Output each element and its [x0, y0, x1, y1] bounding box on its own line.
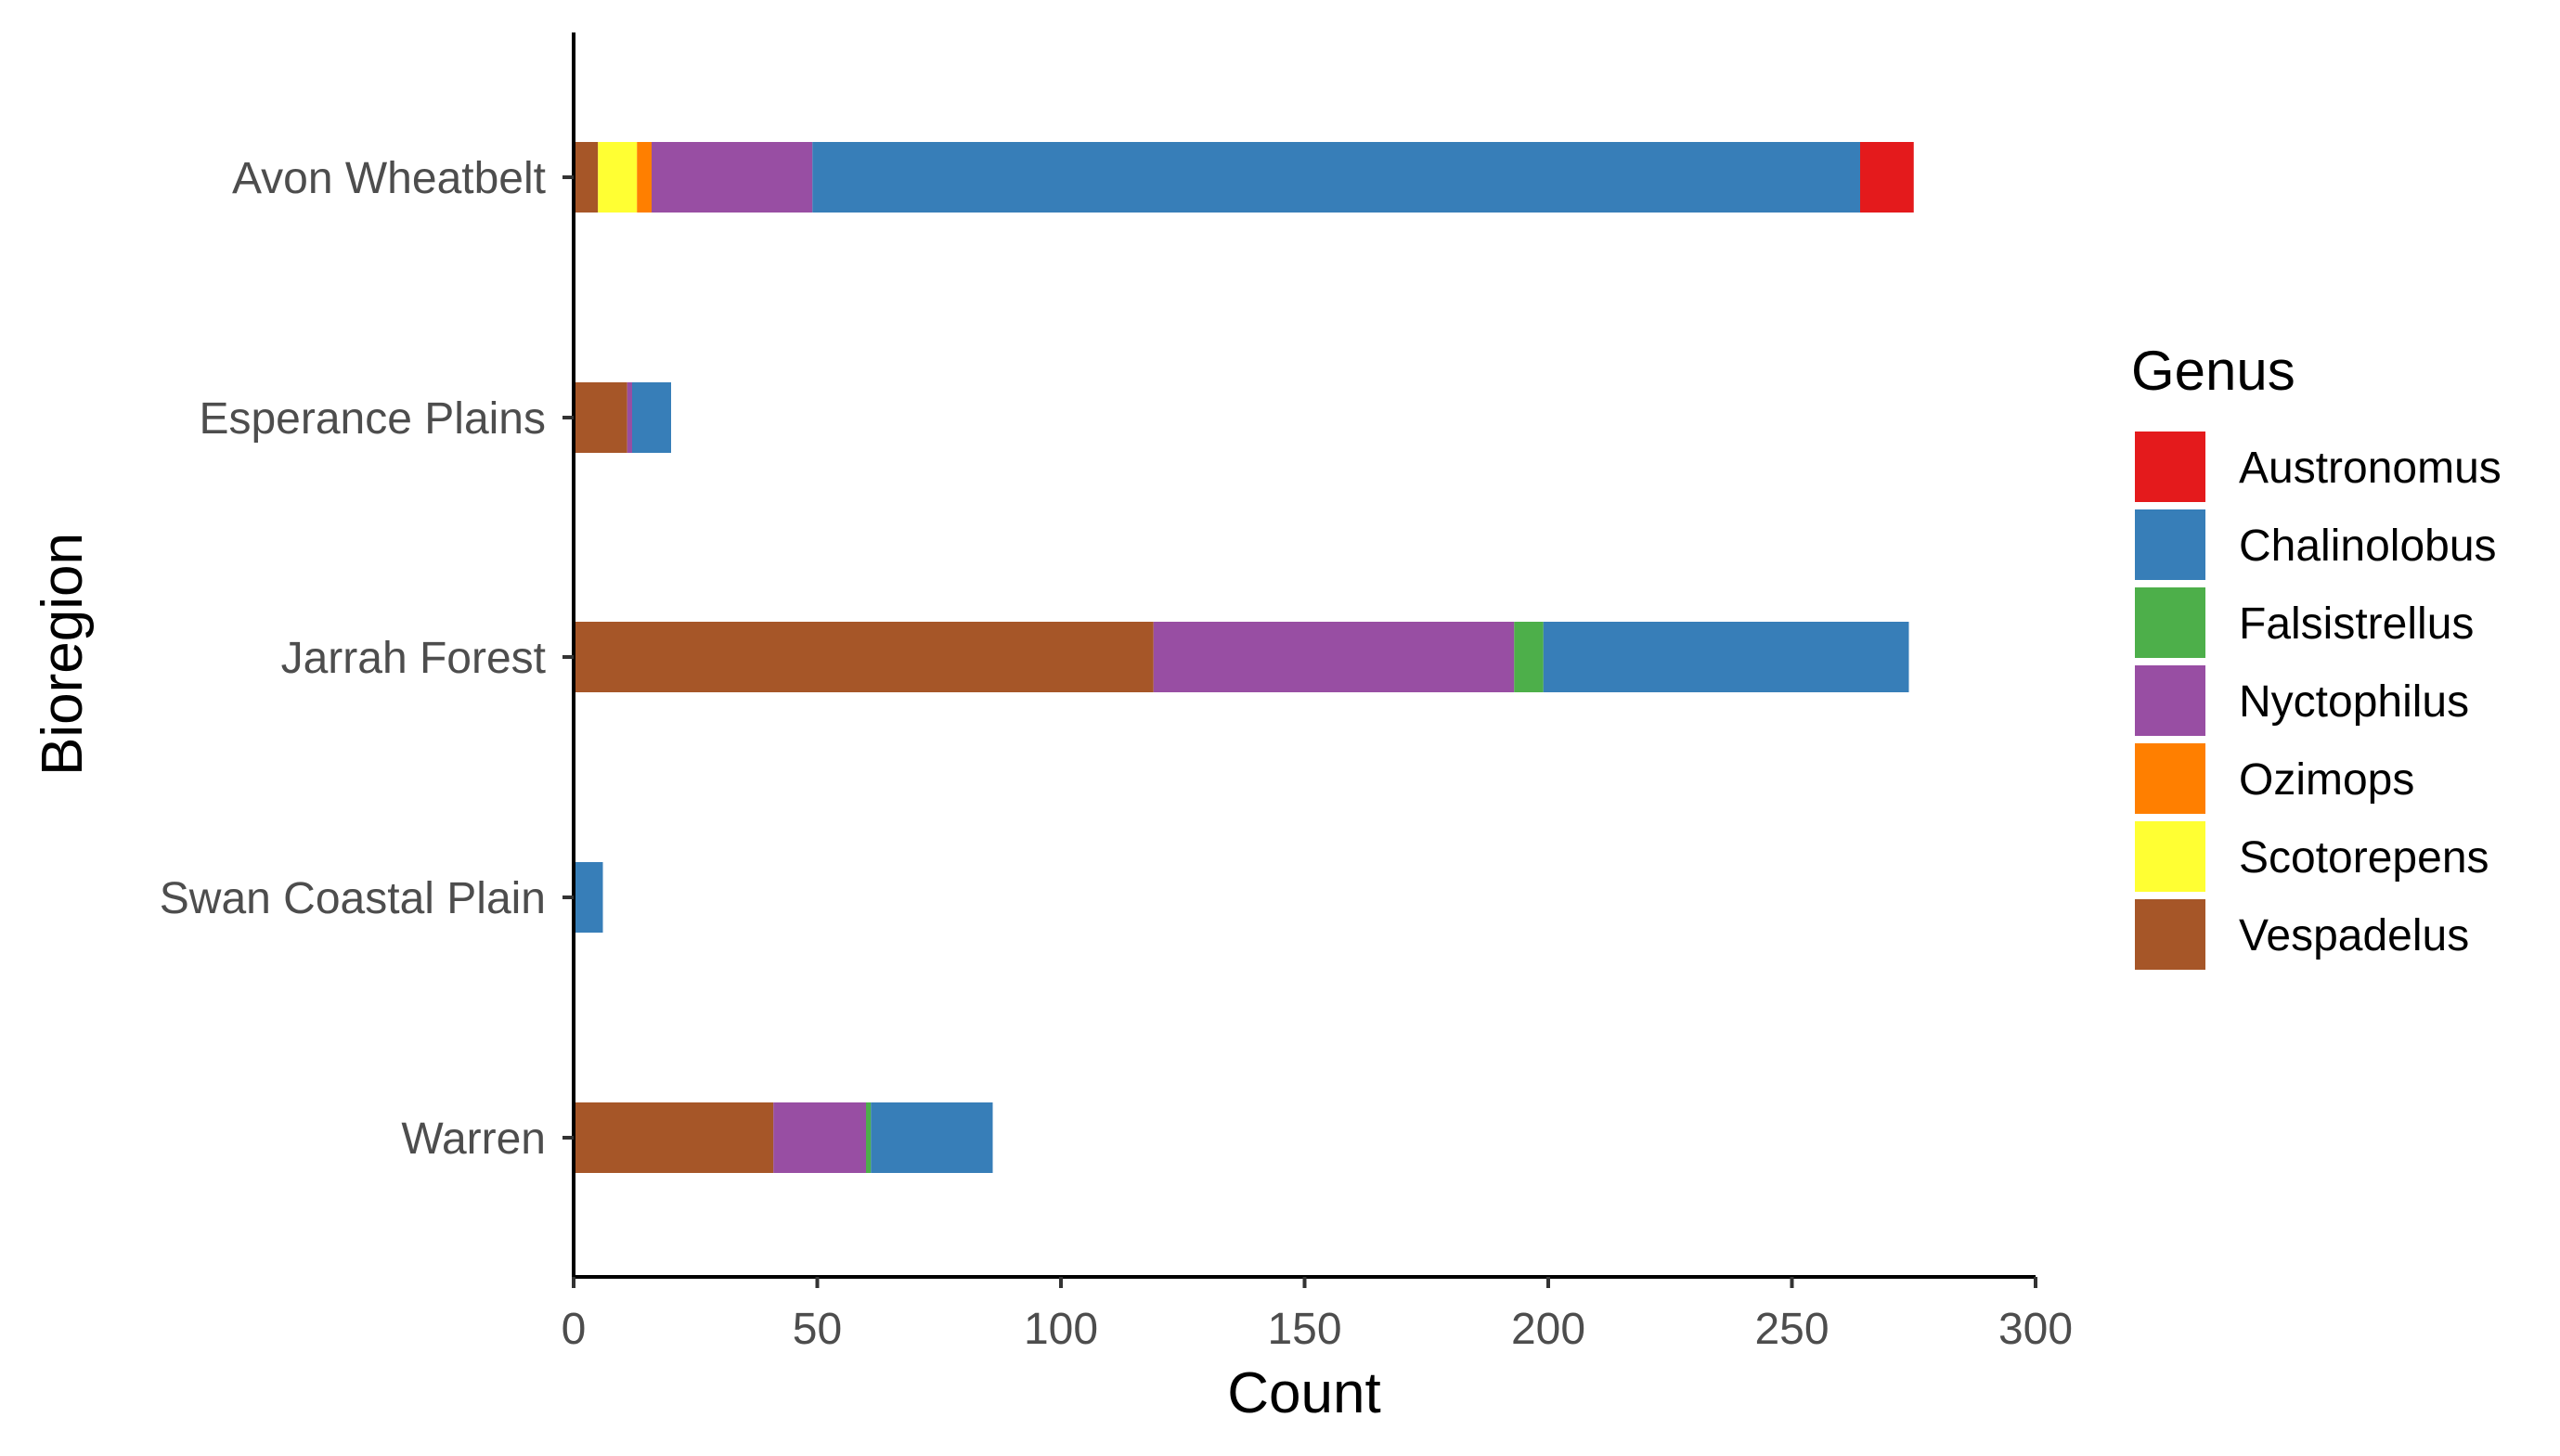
bar-segment-chalinolobus-esperance-plains: [632, 382, 671, 453]
bar-segment-austronomus-avon-wheatbelt: [1860, 142, 1914, 213]
legend-label-nyctophilus: Nyctophilus: [2239, 677, 2469, 727]
x-axis-title: Count: [1227, 1361, 1380, 1425]
legend-label-scotorepens: Scotorepens: [2239, 833, 2489, 883]
x-axis-ticks: 0 50 100 150 200 250 300: [562, 1277, 2073, 1354]
y-tick-label: Avon Wheatbelt: [232, 154, 546, 203]
legend-swatch-ozimops: [2135, 743, 2205, 814]
bar-segment-vespadelus-avon-wheatbelt: [574, 142, 599, 213]
bar-segment-nyctophilus-esperance-plains: [627, 382, 632, 453]
bar-segment-chalinolobus-swan-coastal-plain: [574, 862, 603, 933]
legend-label-chalinolobus: Chalinolobus: [2239, 522, 2497, 571]
x-tick-label: 300: [1998, 1305, 2073, 1354]
legend-swatch-chalinolobus: [2135, 509, 2205, 580]
y-tick-label: Warren: [401, 1115, 546, 1164]
bar-segment-vespadelus-esperance-plains: [574, 382, 627, 453]
y-tick-label: Jarrah Forest: [281, 634, 546, 683]
x-tick-label: 0: [562, 1305, 587, 1354]
legend-swatch-austronomus: [2135, 432, 2205, 502]
bar-segment-vespadelus-jarrah-forest: [574, 622, 1154, 692]
bar-segment-falsistrellus-jarrah-forest: [1514, 622, 1544, 692]
x-tick-label: 250: [1754, 1305, 1829, 1354]
bar-segment-nyctophilus-avon-wheatbelt: [652, 142, 813, 213]
legend-swatch-vespadelus: [2135, 899, 2205, 970]
legend-swatch-scotorepens: [2135, 821, 2205, 892]
bar-segment-ozimops-avon-wheatbelt: [637, 142, 652, 213]
y-axis-ticks: Avon Wheatbelt Esperance Plains Jarrah For…: [160, 154, 574, 1164]
legend-label-austronomus: Austronomus: [2239, 444, 2502, 493]
bar-segment-chalinolobus-warren: [871, 1102, 993, 1173]
legend-title: Genus: [2131, 340, 2295, 402]
x-tick-label: 100: [1024, 1305, 1098, 1354]
bar-segment-scotorepens-avon-wheatbelt: [598, 142, 638, 213]
legend-label-ozimops: Ozimops: [2239, 755, 2414, 805]
bar-segment-chalinolobus-avon-wheatbelt: [812, 142, 1860, 213]
x-tick-label: 150: [1267, 1305, 1341, 1354]
legend-label-falsistrellus: Falsistrellus: [2239, 599, 2474, 649]
bar-segment-vespadelus-warren: [574, 1102, 774, 1173]
bar-segment-nyctophilus-jarrah-forest: [1153, 622, 1515, 692]
bar-segment-nyctophilus-warren: [773, 1102, 866, 1173]
legend-swatch-falsistrellus: [2135, 587, 2205, 658]
legend-label-vespadelus: Vespadelus: [2239, 911, 2469, 960]
x-tick-label: 50: [793, 1305, 842, 1354]
y-tick-label: Swan Coastal Plain: [160, 874, 546, 923]
y-tick-label: Esperance Plains: [199, 394, 546, 444]
x-tick-label: 200: [1511, 1305, 1585, 1354]
legend: Genus Austronomus Chalinolobus Falsistrell…: [2131, 340, 2502, 970]
bar-segment-chalinolobus-jarrah-forest: [1543, 622, 1909, 692]
legend-swatch-nyctophilus: [2135, 665, 2205, 736]
y-axis-title: Bioregion: [31, 533, 95, 776]
bar-segment-falsistrellus-warren: [866, 1102, 872, 1173]
bars-group: [574, 142, 1914, 1173]
